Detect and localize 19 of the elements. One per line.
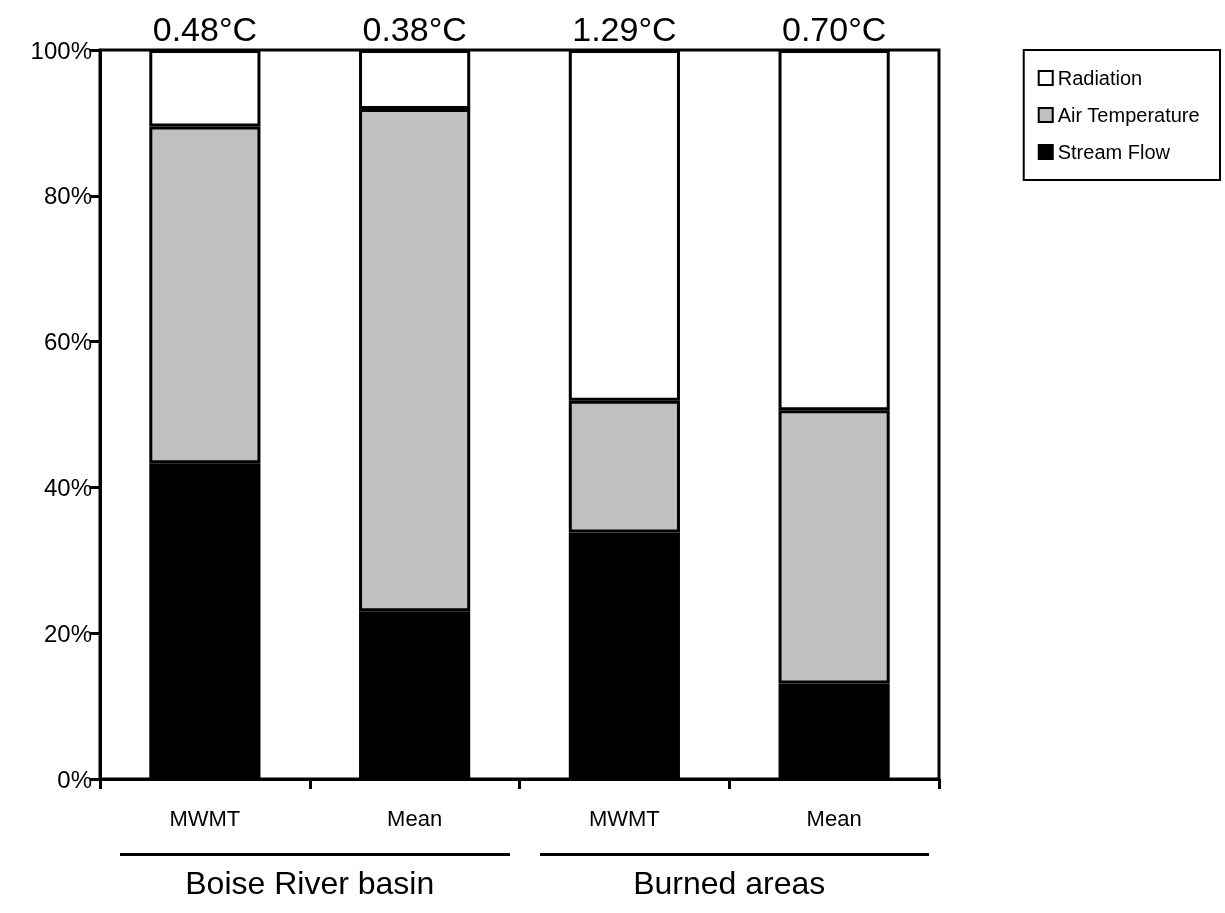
x-tick-label: Mean <box>387 805 443 831</box>
x-tick-label: MWMT <box>169 805 241 831</box>
text: 0.38°C <box>362 10 467 48</box>
legend-label: Air Temperature <box>1057 104 1200 126</box>
text: Boise River basin <box>185 865 435 901</box>
text: Burned areas <box>633 865 826 901</box>
y-tick-label: 0% <box>57 765 92 793</box>
legend-label: Stream Flow <box>1057 141 1171 163</box>
y-tick-label: 20% <box>43 619 92 647</box>
text: 0.70°C <box>781 10 887 48</box>
x-tick-label: Mean <box>806 805 862 831</box>
y-tick-label: 100% <box>30 36 92 64</box>
y-tick-label: 40% <box>43 473 92 501</box>
x-tick-label: MWMT <box>588 805 660 831</box>
y-tick-label: 60% <box>43 328 92 356</box>
legend-label: Radiation <box>1057 67 1143 89</box>
text: 1.29°C <box>572 10 677 48</box>
y-tick-label: 80% <box>43 182 92 210</box>
text: 0.48°C <box>152 10 258 48</box>
